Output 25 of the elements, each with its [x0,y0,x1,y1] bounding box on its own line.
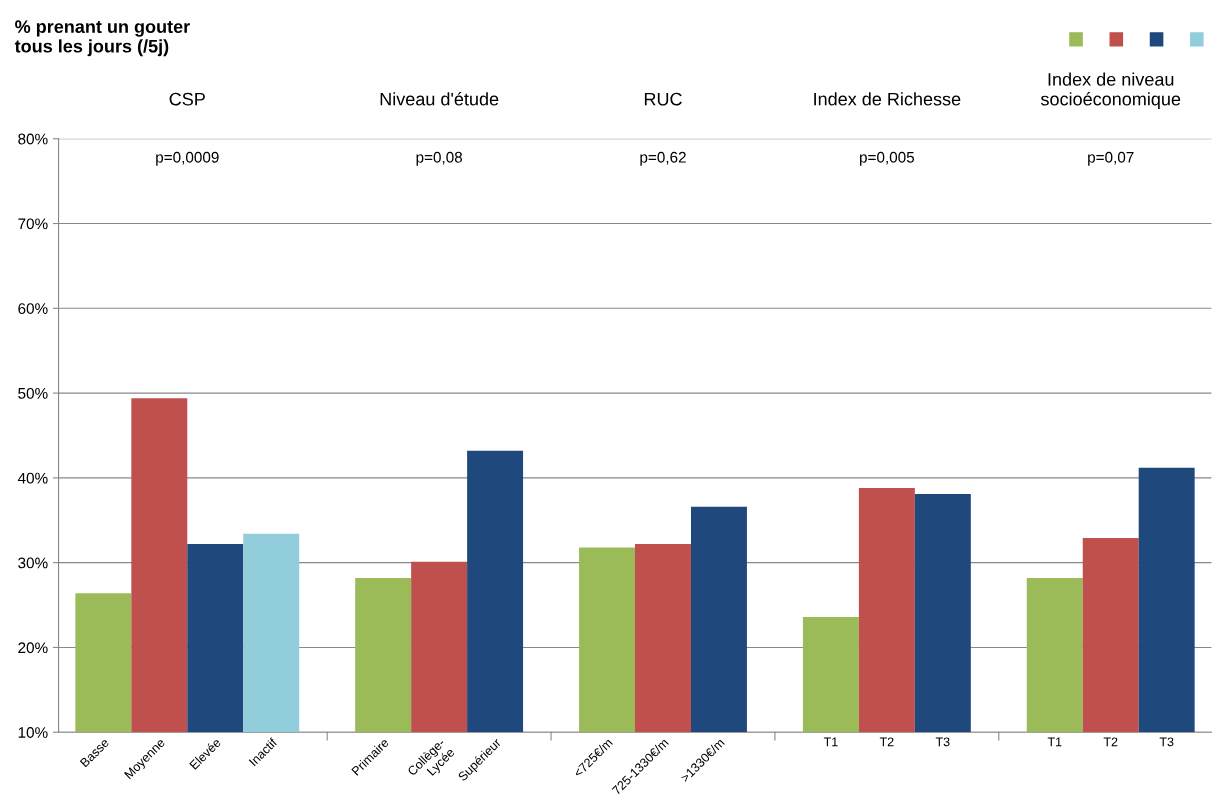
y-tick-label: 10% [18,727,48,738]
y-tick-label: 40% [17,472,48,484]
text: Index de Richesse [814,92,961,106]
y-tick-label: 50% [18,387,48,399]
y-tick-label: 70% [18,218,48,230]
y-axis-title: % prenant un gouter tous les jours (/5j) [14,20,190,57]
text: RUC [644,92,682,106]
text: Index de niveau socioéconomique [1040,72,1181,110]
annotation: p=0,0009 [156,151,219,166]
y-tick-label: 60% [18,303,48,314]
x-tick-label: T3 [935,737,950,747]
x-tick-label: T2 [1103,737,1118,747]
x-tick-label: T1 [823,737,838,747]
x-tick-label: T1 [1047,737,1062,747]
y-tick-label: 20% [18,642,48,654]
x-tick-label: T2 [879,737,894,747]
text: Niveau d'étude [380,92,499,106]
x-tick-label: T3 [1159,737,1174,747]
annotation: p=0,62 [640,151,686,166]
annotation: p=0,08 [416,151,463,166]
text: CSP [169,92,205,106]
y-tick-label: 30% [18,557,48,569]
annotation: p=0,005 [860,151,915,166]
annotation: p=0,07 [1088,151,1134,166]
y-tick-label: 80% [18,133,48,145]
